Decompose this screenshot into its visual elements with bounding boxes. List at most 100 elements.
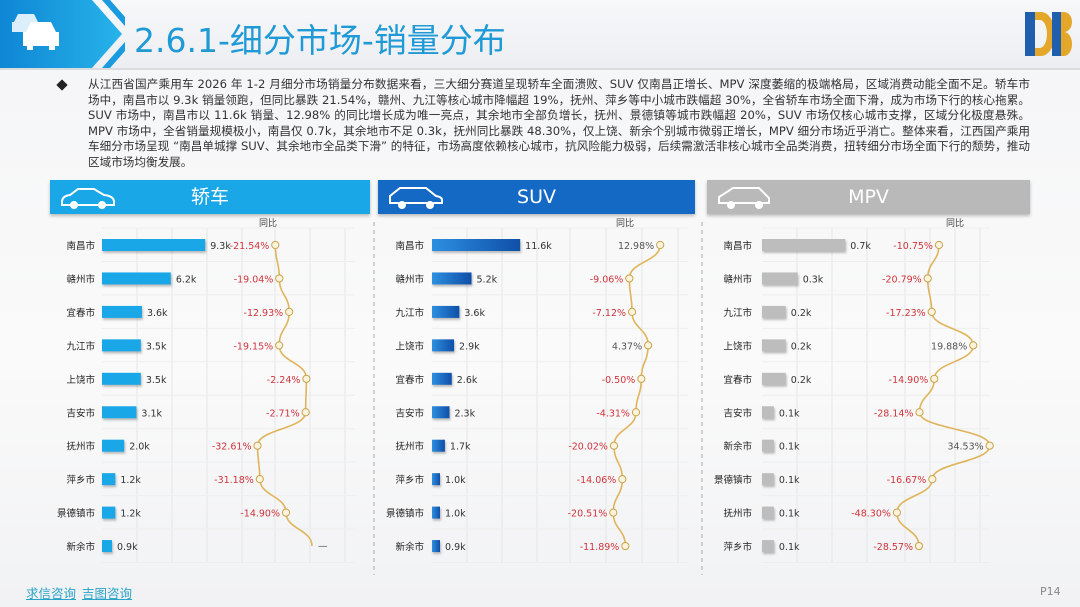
sales-value-label: 3.5k <box>146 341 167 352</box>
city-label: 南昌市 <box>723 240 752 252</box>
yoy-axis-label: 同比 <box>259 217 277 229</box>
yoy-value-label: -12.93% <box>244 308 284 319</box>
yoy-point <box>656 240 665 250</box>
city-label: 南昌市 <box>66 240 95 252</box>
yoy-point <box>985 441 994 450</box>
yoy-point <box>609 508 618 517</box>
sales-bar <box>102 339 141 352</box>
sales-bar <box>102 439 125 452</box>
yoy-value-label: 12.98% <box>618 241 654 252</box>
sales-value-label: 0.2k <box>791 375 812 386</box>
sales-value-label: 1.0k <box>445 509 466 520</box>
yoy-point <box>915 408 924 417</box>
yoy-point <box>934 240 944 250</box>
yoy-value-label: -19.04% <box>234 274 274 285</box>
city-label: 抚州市 <box>395 441 424 453</box>
panel-header-suv: SUV <box>378 180 695 214</box>
city-label: 新余市 <box>66 541 95 553</box>
city-label: 新余市 <box>395 541 424 553</box>
yoy-line <box>896 244 991 547</box>
sales-bar <box>762 305 786 318</box>
yoy-point <box>969 341 978 350</box>
city-label: 新余市 <box>723 441 752 453</box>
sales-value-label: 0.1k <box>779 442 800 453</box>
sales-value-label: 6.2k <box>176 274 197 285</box>
summary-text: 从江西省国产乘用车 2026 年 1-2 月细分市场销量分布数据来看，三大细分赛… <box>88 77 1030 169</box>
yoy-axis-label: 同比 <box>616 217 634 229</box>
footer-link[interactable]: 求信咨询 <box>26 586 77 601</box>
sales-value-label: 3.6k <box>147 308 168 319</box>
cars-icon <box>12 14 59 50</box>
sales-value-label: 1.2k <box>120 475 141 486</box>
sales-bar <box>432 506 440 519</box>
city-label: 抚州市 <box>723 508 752 520</box>
yoy-value-label: -19.15% <box>234 341 274 352</box>
sales-bar <box>102 473 116 486</box>
sales-bar <box>432 439 445 452</box>
city-label: 赣州市 <box>66 273 95 285</box>
panel-title: SUV <box>517 186 556 208</box>
yoy-value-label: -20.51% <box>568 509 608 520</box>
city-label: 九江市 <box>723 307 752 319</box>
sales-value-label: 1.7k <box>450 442 471 453</box>
sales-value-label: 2.0k <box>129 442 150 453</box>
city-label: 赣州市 <box>723 273 752 285</box>
city-label: 景德镇市 <box>714 474 753 486</box>
city-label: 宜春市 <box>395 374 424 386</box>
sales-value-label: 0.9k <box>117 542 138 553</box>
sales-bar <box>762 406 774 419</box>
yoy-value-label: -2.71% <box>266 408 300 419</box>
sales-bar <box>432 406 450 419</box>
city-label: 萍乡市 <box>66 474 95 486</box>
yoy-point <box>625 274 634 283</box>
sales-value-label: 1.0k <box>445 475 466 486</box>
sales-value-label: 2.3k <box>454 408 475 419</box>
sales-value-label: 9.3k <box>210 241 231 252</box>
sales-bar <box>762 239 846 251</box>
sales-bar <box>432 239 521 251</box>
city-label: 吉安市 <box>723 407 752 419</box>
yoy-value-label: -48.30% <box>851 509 891 520</box>
footer-link[interactable]: 吉图咨询 <box>82 586 133 601</box>
sales-value-label: 2.6k <box>457 375 478 386</box>
mpv-car-icon <box>718 187 770 209</box>
sales-bar <box>102 272 171 285</box>
sales-value-label: 0.2k <box>791 308 812 319</box>
yoy-point <box>621 541 630 551</box>
yoy-line <box>256 244 313 547</box>
yoy-value-label: -10.75% <box>893 241 933 252</box>
sales-bar <box>432 540 440 553</box>
yoy-point <box>631 408 641 417</box>
sales-bar <box>762 473 774 486</box>
yoy-value-label: -7.12% <box>592 308 626 319</box>
city-label: 萍乡市 <box>723 541 752 553</box>
city-label: 吉安市 <box>66 407 95 419</box>
panel-title: 轿车 <box>190 186 229 208</box>
yoy-point <box>301 408 310 417</box>
sales-value-label: 0.1k <box>779 509 800 520</box>
yoy-value-label: -4.31% <box>596 408 630 419</box>
yoy-point <box>923 274 932 283</box>
sales-value-label: 1.2k <box>120 509 141 520</box>
footer-links: 求信咨询 吉图咨询 <box>26 583 138 602</box>
yoy-point <box>627 307 637 316</box>
city-label: 吉安市 <box>395 407 424 419</box>
yoy-point <box>271 240 280 250</box>
page-number: P14 <box>1040 585 1061 598</box>
yoy-line <box>612 244 661 547</box>
sales-value-label: 3.5k <box>146 375 167 386</box>
city-label: 上饶市 <box>66 374 95 386</box>
yoy-point <box>302 374 311 383</box>
sales-bar <box>102 506 116 519</box>
panel-header-sedan: 轿车 <box>50 180 370 214</box>
city-label: 九江市 <box>66 340 95 352</box>
sales-value-label: 0.7k <box>850 241 871 252</box>
sales-bar <box>432 473 440 486</box>
suv-car-icon <box>389 187 443 209</box>
city-label: 抚州市 <box>66 441 95 453</box>
yoy-value-label: -28.14% <box>874 408 914 419</box>
yoy-value-label: -14.90% <box>240 509 280 520</box>
city-label: 南昌市 <box>395 240 424 252</box>
yoy-value-label: -14.90% <box>889 375 929 386</box>
sales-bar <box>762 439 774 452</box>
